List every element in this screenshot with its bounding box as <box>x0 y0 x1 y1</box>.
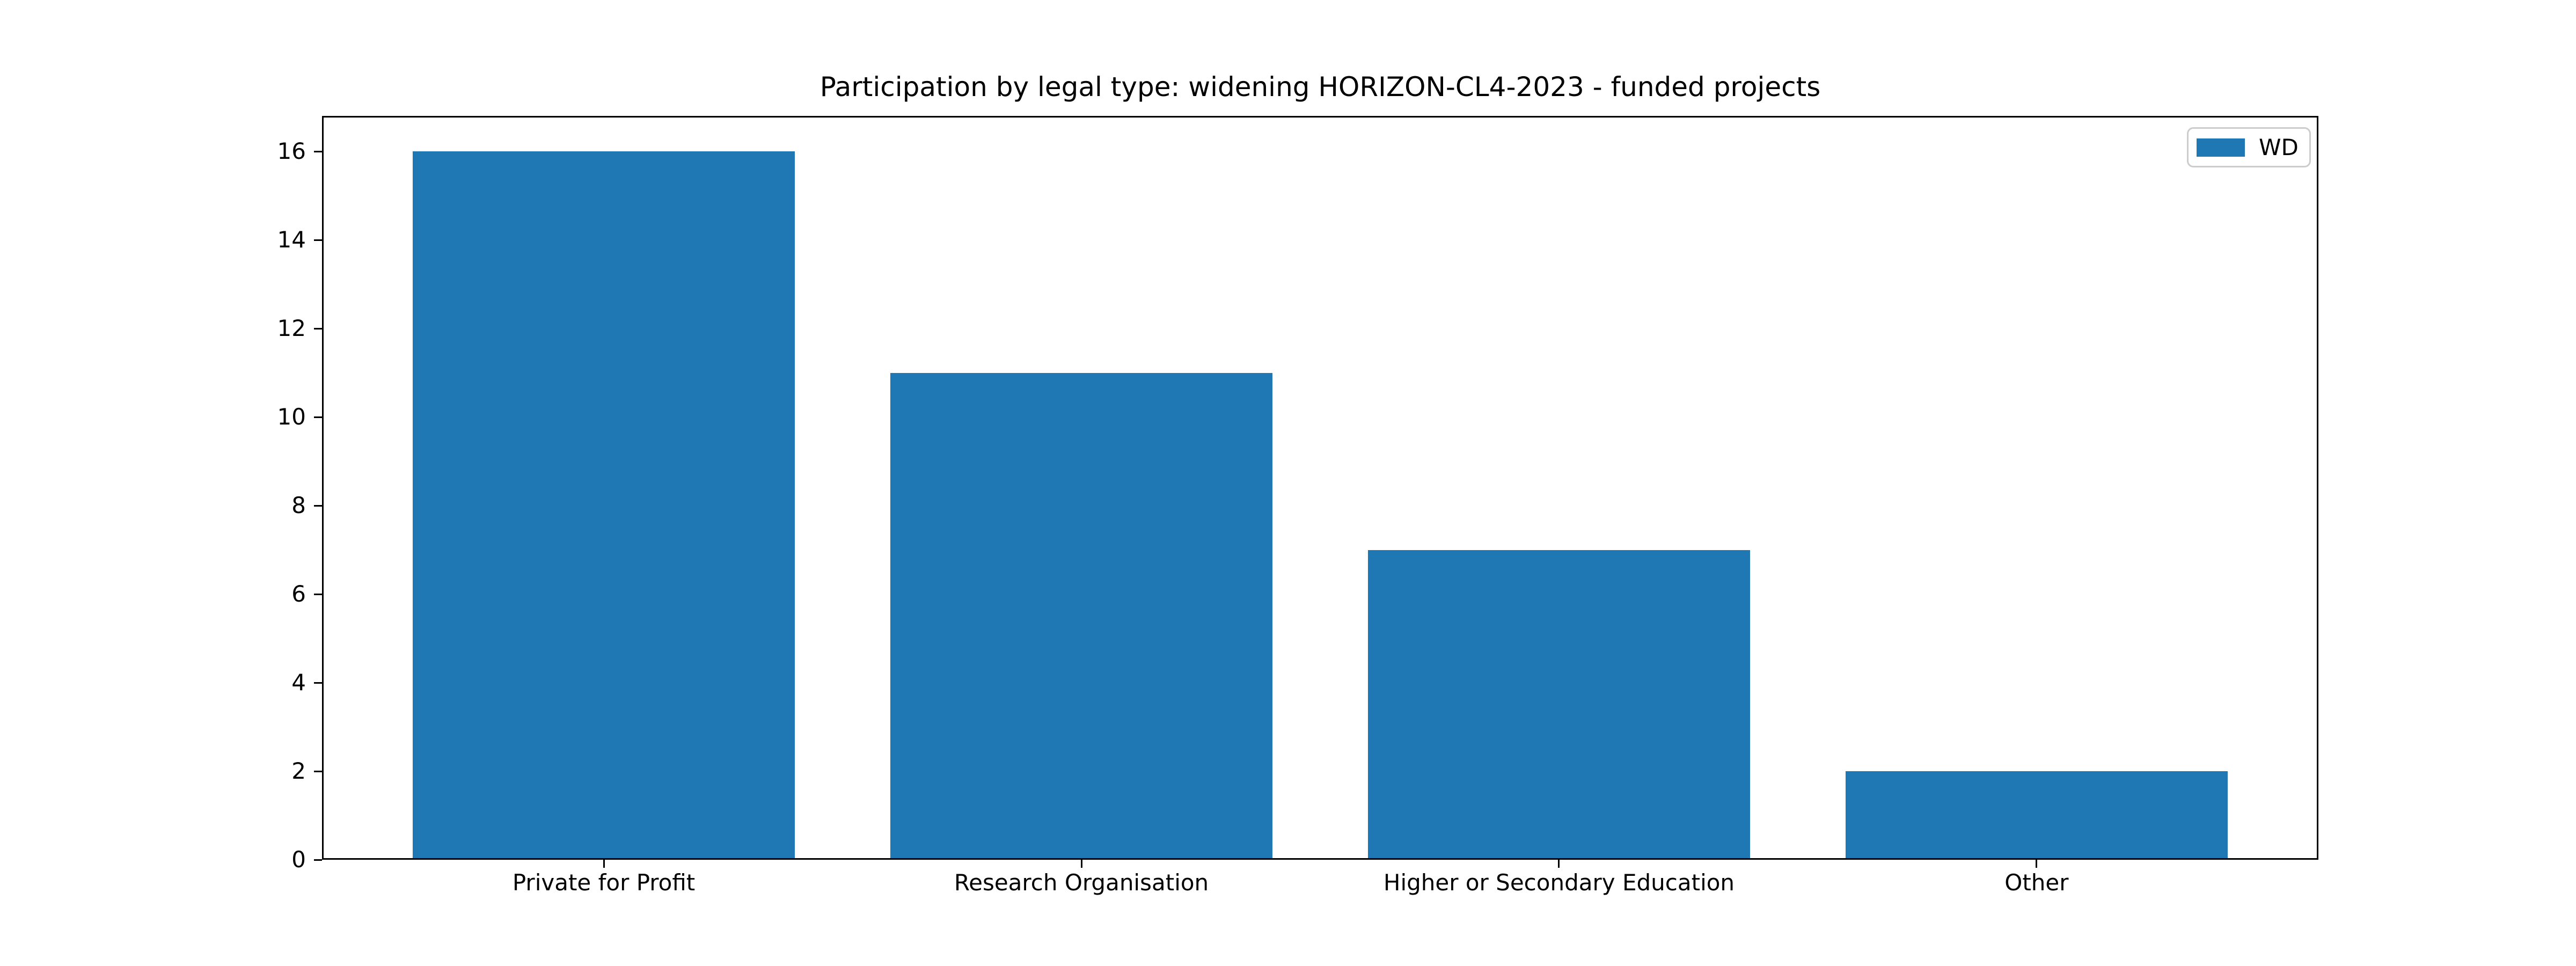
y-tick-mark <box>314 504 322 507</box>
x-tick-mark <box>2036 860 2038 868</box>
legend-series-label: WD <box>2259 134 2299 160</box>
y-tick-label-10: 10 <box>277 404 306 430</box>
bar-research-organisation <box>890 372 1272 860</box>
y-tick-label-2: 2 <box>291 758 306 784</box>
chart-title: Participation by legal type: widening HO… <box>819 71 1821 103</box>
y-tick-mark <box>314 327 322 330</box>
y-tick-label-8: 8 <box>291 492 306 518</box>
y-tick-label-6: 6 <box>291 581 306 607</box>
y-tick-mark <box>314 859 322 861</box>
y-tick-mark <box>314 593 322 595</box>
y-tick-mark <box>314 770 322 772</box>
y-tick-mark <box>314 682 322 684</box>
x-tick-mark <box>1080 860 1082 868</box>
y-tick-mark <box>314 239 322 241</box>
y-tick-label-16: 16 <box>277 138 306 164</box>
x-tick-label-research-organisation: Research Organisation <box>954 869 1209 896</box>
legend-swatch-icon <box>2197 138 2245 157</box>
y-tick-label-0: 0 <box>291 846 306 873</box>
y-tick-label-4: 4 <box>291 669 306 696</box>
y-tick-mark <box>314 416 322 418</box>
bar-other <box>1845 771 2228 860</box>
x-tick-mark <box>1558 860 1560 868</box>
bar-higher-or-secondary-education <box>1367 550 1750 860</box>
x-tick-label-higher-or-secondary-education: Higher or Secondary Education <box>1383 869 1735 896</box>
x-tick-mark <box>603 860 605 868</box>
x-tick-label-other: Other <box>2004 869 2069 896</box>
bar-private-for-profit <box>413 151 795 860</box>
y-tick-label-14: 14 <box>277 226 306 253</box>
y-tick-label-12: 12 <box>277 315 306 341</box>
x-tick-label-private-for-profit: Private for Profit <box>512 869 696 896</box>
legend: WD <box>2187 127 2311 167</box>
y-tick-mark <box>314 150 322 152</box>
